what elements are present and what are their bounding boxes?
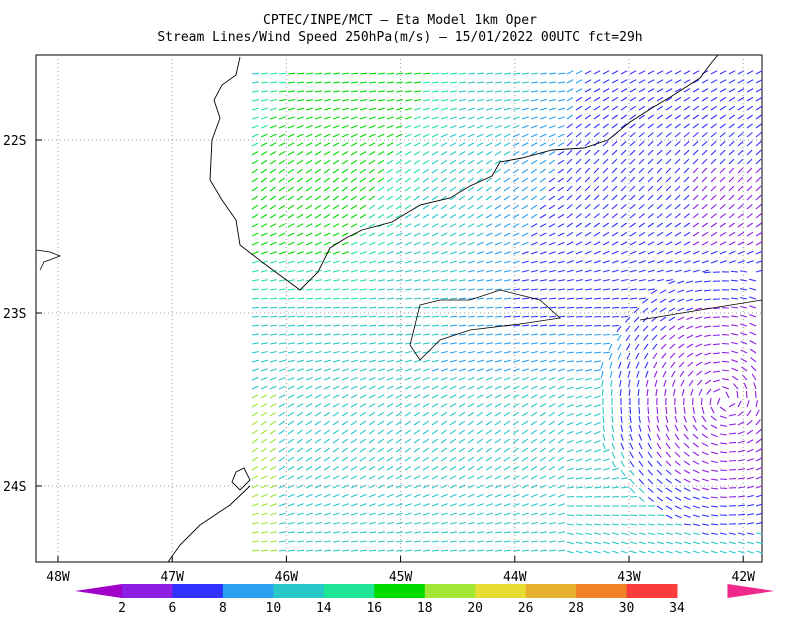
colorbar-label: 20 [467,601,483,616]
river [35,249,62,271]
colorbar-label: 34 [669,601,685,616]
wind-field [251,70,763,554]
colorbar-label: 10 [266,601,282,616]
colorbar-segment [273,584,325,598]
title: CPTEC/INPE/MCT – Eta Model 1km Oper [263,13,537,28]
colorbar-segment [172,584,224,598]
colorbar-label: 28 [568,601,584,616]
colorbar-label: 2 [118,601,126,616]
lon-label: 47W [160,570,184,585]
colorbar-label: 16 [366,601,382,616]
lat-label: 23S [3,307,26,322]
streamlines [645,167,763,499]
lon-label: 42W [731,570,755,585]
colorbar-label: 6 [169,601,177,616]
colorbar-arrow-right [727,584,775,598]
graticule: 22S 23S 24S 48W 47W 46W 45W 44W 43W 42W [3,55,762,585]
colorbar-arrow-left [75,584,122,598]
colorbar-segment [122,584,173,598]
colorbar-label: 14 [316,601,332,616]
coastline [209,54,719,291]
subtitle: Stream Lines/Wind Speed 250hPa(m/s) – 15… [157,30,642,45]
streamlines [431,70,622,378]
lat-label: 24S [3,480,26,495]
colorbar-segment [626,584,678,598]
boundary [639,299,763,321]
lon-label: 48W [46,570,70,585]
lon-label: 44W [503,570,527,585]
colorbar-segment [323,584,375,598]
streamlines [251,394,278,552]
lon-label: 45W [389,570,413,585]
colorbar-segment [424,584,476,598]
lon-label: 46W [275,570,299,585]
island [409,289,561,361]
streamlines [251,72,467,300]
lon-label: 43W [617,570,641,585]
colorbar-label: 30 [619,601,635,616]
streamlines [503,70,763,536]
streamlines [251,72,431,255]
colorbar-label: 26 [518,601,534,616]
colorbar-segment [374,584,426,598]
colorbar-label: 8 [219,601,227,616]
colorbar: 2 6 8 10 14 16 18 20 26 28 30 34 [75,584,775,616]
colorbar-segment [525,584,577,598]
colorbar-segment [576,584,628,598]
colorbar-segment [475,584,527,598]
lat-label: 22S [3,134,26,149]
colorbar-segment [222,584,274,598]
streamlines [251,72,763,554]
colorbar-label: 18 [417,601,433,616]
coastline [167,467,251,563]
